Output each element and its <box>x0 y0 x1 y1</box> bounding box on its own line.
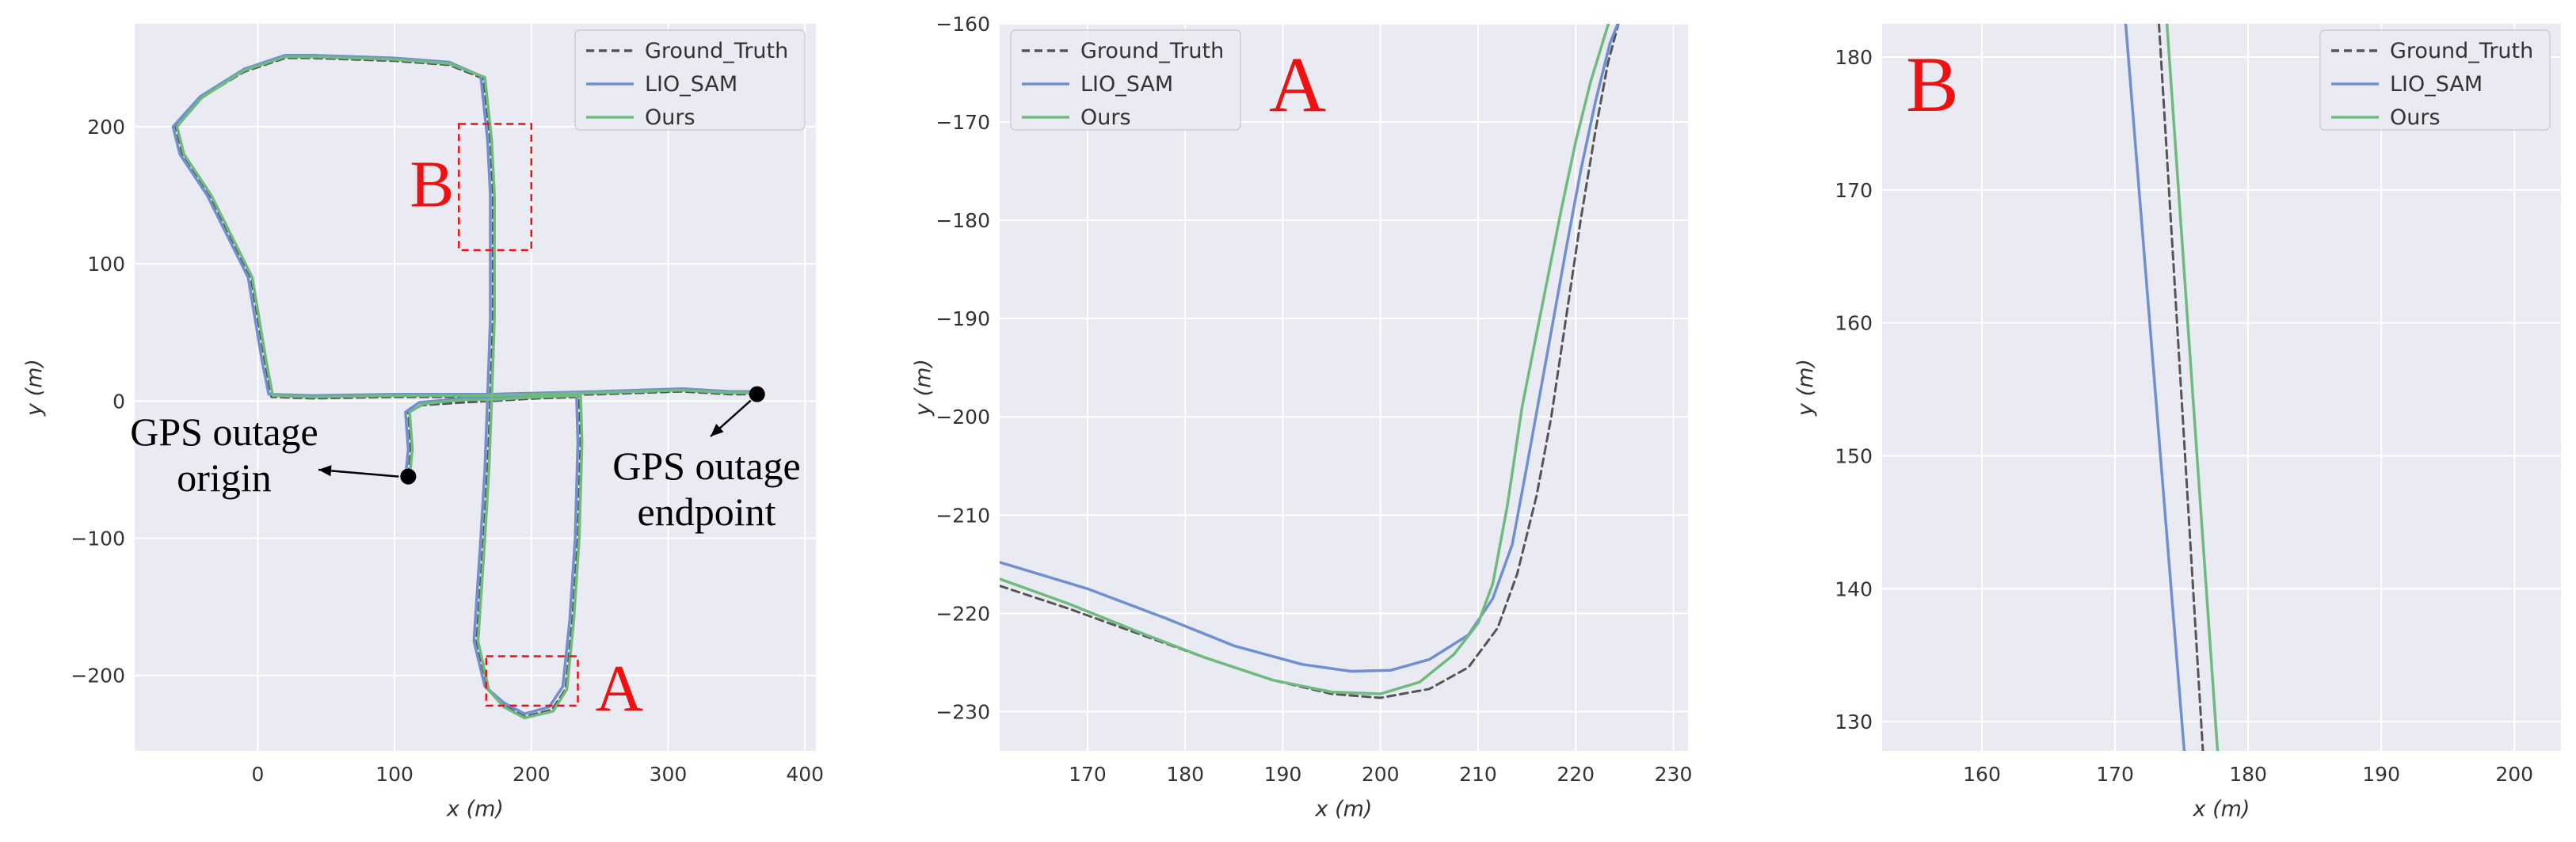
x-tick-label: 210 <box>1459 763 1497 786</box>
series-line-ours <box>1000 24 1610 695</box>
y-tick-label: 140 <box>1835 577 1873 600</box>
series-group <box>171 54 759 720</box>
y-tick-label: −230 <box>936 700 990 723</box>
y-tick-label: −200 <box>70 665 125 688</box>
y-tick-label: −220 <box>936 602 990 625</box>
y-tick-label: −210 <box>936 504 990 527</box>
y-tick-label: −190 <box>936 307 990 330</box>
x-tick-label: 170 <box>2096 763 2134 786</box>
y-tick-label: −170 <box>936 111 990 134</box>
legend-box <box>1010 29 1241 131</box>
series-line-ground-truth <box>2158 24 2204 751</box>
x-tick-label: 300 <box>650 763 688 786</box>
inset-label-b: B <box>1906 40 1959 128</box>
series-group <box>1000 24 1620 699</box>
legend-entry: Ours <box>1080 105 1131 130</box>
legend-entry: Ours <box>2390 105 2441 130</box>
region-label-a: A <box>596 652 644 726</box>
annotation-arrow-head <box>318 465 332 477</box>
y-tick-label: −180 <box>936 209 990 232</box>
y-axis-label: y (m) <box>1793 359 1818 417</box>
x-axis-label: x (m) <box>1315 797 1373 821</box>
y-axis-label: y (m) <box>22 359 47 417</box>
y-tick-label: 170 <box>1835 179 1873 202</box>
y-tick-label: 0 <box>112 390 125 413</box>
panel-3: 160 170 180 190 200 130 140 150 160 170 180 x (m) y … <box>1793 24 2561 821</box>
legend: Ground_Truth LIO_SAM Ours <box>574 29 806 131</box>
legend-entry: Ground_Truth <box>645 39 788 63</box>
x-tick-label: 180 <box>1166 763 1204 786</box>
x-tick-label: 100 <box>375 763 413 786</box>
x-tick-label: 170 <box>1069 763 1107 786</box>
y-tick-label: 130 <box>1835 711 1873 733</box>
x-tick-label: 230 <box>1655 763 1693 786</box>
legend-entry: LIO_SAM <box>2390 72 2483 97</box>
x-tick-label: 180 <box>2229 763 2267 786</box>
x-tick-label: 200 <box>513 763 551 786</box>
y-tick-label: 180 <box>1835 46 1873 69</box>
y-tick-label: 100 <box>87 253 125 276</box>
legend: Ground_Truth LIO_SAM Ours <box>2319 29 2551 131</box>
x-axis-label: x (m) <box>446 797 504 821</box>
region-label-b: B <box>410 147 454 221</box>
x-tick-label: 0 <box>251 763 264 786</box>
y-tick-label: −160 <box>936 13 990 36</box>
annotation-arrow-head <box>711 424 724 436</box>
x-tick-label: 220 <box>1557 763 1595 786</box>
series-group <box>2124 24 2220 751</box>
series-line-ours <box>2165 24 2220 751</box>
region-box-b <box>458 123 533 252</box>
plot-area <box>1000 24 1688 751</box>
x-axis-label: x (m) <box>2193 797 2250 821</box>
x-tick-label: 160 <box>1963 763 2001 786</box>
legend-entry: Ground_Truth <box>2390 39 2533 63</box>
y-axis-label: y (m) <box>911 359 936 417</box>
y-tick-label: 200 <box>87 116 125 139</box>
legend-entry: Ground_Truth <box>1080 39 1224 63</box>
panel-2: 170 180 190 200 210 220 230 −230 −220 −210 −200 −19… <box>911 13 1692 821</box>
panel-1: 0 100 200 300 400 −200 −100 0 100 200 x (m) y (m) Gr… <box>22 24 824 821</box>
annotation-arrow-line <box>318 468 399 478</box>
y-tick-label: −200 <box>936 406 990 429</box>
x-tick-label: 190 <box>2362 763 2400 786</box>
legend-entry: Ours <box>645 105 695 130</box>
legend-box <box>2319 29 2551 131</box>
series-line-ground-truth <box>174 56 759 718</box>
legend-box <box>574 29 806 131</box>
inset-label-a: A <box>1269 40 1326 128</box>
annotation-text: endpoint <box>638 490 776 534</box>
x-tick-label: 190 <box>1264 763 1302 786</box>
annotation-text: GPS outage <box>612 444 801 488</box>
x-tick-label: 200 <box>1362 763 1400 786</box>
x-tick-label: 200 <box>2495 763 2533 786</box>
legend-entry: LIO_SAM <box>1080 72 1173 97</box>
y-tick-label: 150 <box>1835 444 1873 467</box>
annotation-text: GPS outage <box>130 410 318 454</box>
x-tick-label: 400 <box>786 763 824 786</box>
y-tick-label: −100 <box>70 528 125 551</box>
series-line-lio-sam <box>2124 24 2186 751</box>
y-tick-label: 160 <box>1835 312 1873 335</box>
annotation-text: origin <box>177 455 271 500</box>
gps-outage-marker <box>749 386 765 402</box>
gps-outage-marker <box>400 468 417 485</box>
series-line-ours <box>175 55 759 720</box>
legend-entry: LIO_SAM <box>645 72 737 97</box>
legend: Ground_Truth LIO_SAM Ours <box>1010 29 1241 131</box>
plot-area <box>1882 24 2561 751</box>
